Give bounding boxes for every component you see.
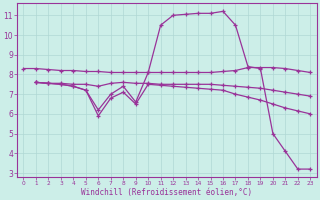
X-axis label: Windchill (Refroidissement éolien,°C): Windchill (Refroidissement éolien,°C) bbox=[81, 188, 252, 197]
